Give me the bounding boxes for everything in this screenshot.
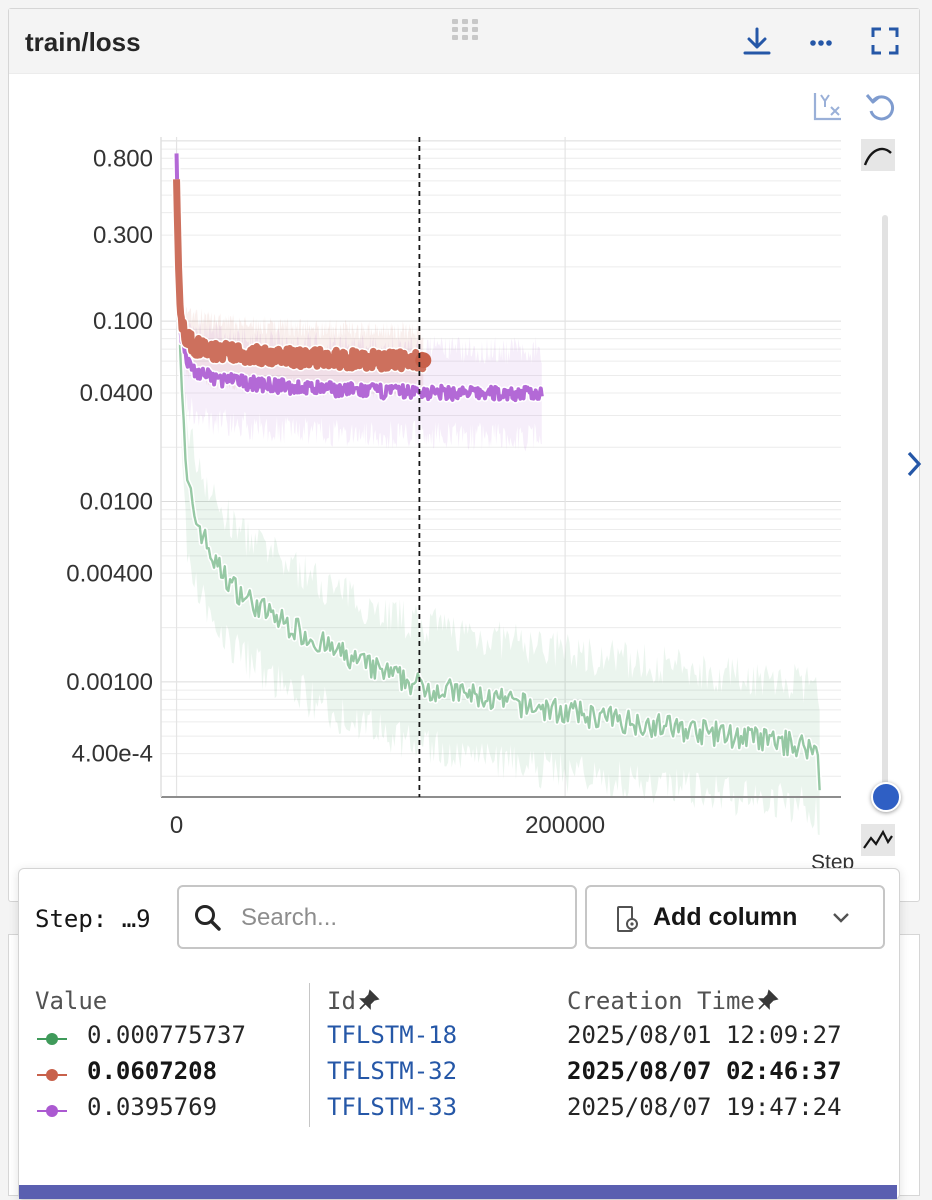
row-value: 0.0395769	[87, 1093, 218, 1121]
y-tick-label: 0.00100	[66, 669, 153, 696]
search-input[interactable]	[239, 899, 563, 937]
smoothing-slider-track[interactable]	[882, 215, 888, 797]
row-creation-time: 2025/08/07 19:47:24	[567, 1093, 842, 1121]
add-column-button[interactable]: Add column	[585, 885, 885, 949]
column-settings-icon	[617, 906, 638, 932]
pin-icon[interactable]	[757, 989, 779, 1011]
value-column-header: Value	[35, 987, 108, 1015]
step-line-icon[interactable]	[861, 824, 895, 856]
add-column-label: Add column	[653, 903, 798, 931]
tooltip-step: Step: …9	[35, 905, 151, 933]
series-range-band	[176, 157, 820, 835]
smoothing-slider-thumb[interactable]	[871, 782, 901, 812]
search-icon	[195, 905, 221, 931]
row-creation-time: 2025/08/07 02:46:37	[567, 1057, 842, 1085]
y-tick-label: 0.300	[93, 222, 153, 249]
y-tick-label: 0.0100	[80, 489, 153, 516]
drag-handle-icon[interactable]	[451, 17, 479, 41]
series-marker-icon	[37, 1069, 67, 1081]
tooltip-row: 0.0607208 TFLSTM-32 2025/08/07 02:46:37	[19, 1057, 899, 1093]
series-line[interactable]	[173, 179, 427, 373]
tooltip-footer-bar	[19, 1185, 897, 1199]
series-marker-icon	[37, 1105, 67, 1117]
reset-zoom-icon[interactable]	[863, 89, 899, 125]
tooltip-row: 0.0395769 TFLSTM-33 2025/08/07 19:47:24	[19, 1093, 899, 1129]
y-tick-label: 4.00e-4	[72, 741, 153, 768]
y-tick-label: 0.100	[93, 308, 153, 335]
run-id-link[interactable]: TFLSTM-33	[327, 1093, 458, 1121]
chart-panel: train/loss	[8, 8, 922, 902]
series-endpoint-marker	[415, 352, 432, 369]
y-tick-label: 0.0400	[80, 380, 153, 407]
more-options-icon[interactable]	[801, 23, 841, 59]
run-id-link[interactable]: TFLSTM-18	[327, 1021, 458, 1049]
panel-title: train/loss	[25, 27, 141, 57]
smoothing-curve-icon[interactable]	[861, 139, 895, 171]
id-column-label: Id	[327, 987, 356, 1015]
series-marker-icon	[37, 1033, 67, 1045]
hover-tooltip: Step: …9 Add column Value Id Creation Ti…	[18, 868, 900, 1200]
tooltip-search-box[interactable]	[177, 885, 577, 949]
chevron-down-icon	[833, 913, 849, 923]
creation-time-column-header[interactable]: Creation Time	[567, 987, 779, 1015]
id-column-header[interactable]: Id	[327, 987, 380, 1015]
row-value: 0.000775737	[87, 1021, 246, 1049]
run-id-link[interactable]: TFLSTM-32	[327, 1057, 458, 1085]
row-value: 0.0607208	[87, 1057, 218, 1085]
y-tick-label: 0.00400	[66, 560, 153, 587]
creation-time-column-label: Creation Time	[567, 987, 755, 1015]
x-tick-label: 0	[170, 812, 183, 839]
column-separator	[309, 983, 310, 1127]
pin-icon[interactable]	[358, 989, 380, 1011]
download-icon[interactable]	[737, 23, 777, 59]
expand-arrow-icon[interactable]	[901, 449, 927, 479]
loss-chart[interactable]: 0.800 0.300 0.100 0.0400 0.0100 0.00400 0.0010…	[9, 9, 919, 901]
fullscreen-icon[interactable]	[865, 23, 905, 59]
row-creation-time: 2025/08/01 12:09:27	[567, 1021, 842, 1049]
tooltip-row: 0.000775737 TFLSTM-18 2025/08/01 12:09:2…	[19, 1021, 899, 1057]
axis-scale-icon[interactable]	[809, 89, 845, 125]
series-range-band	[176, 140, 542, 452]
panel-header: train/loss	[9, 9, 919, 74]
series-line[interactable]	[174, 153, 544, 403]
y-tick-label: 0.800	[93, 145, 153, 172]
series-line[interactable]	[175, 184, 821, 791]
x-tick-label: 200000	[525, 812, 605, 839]
